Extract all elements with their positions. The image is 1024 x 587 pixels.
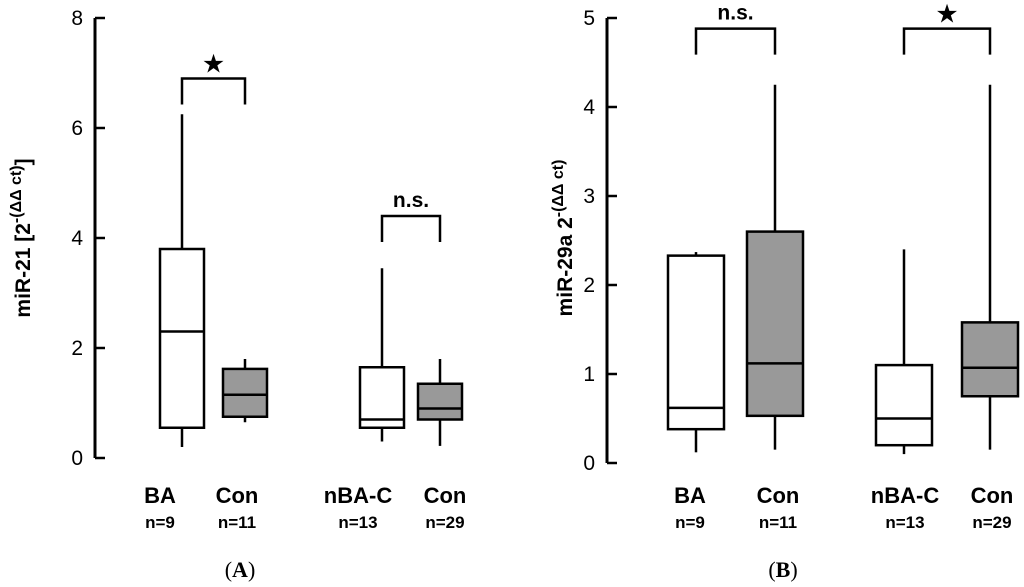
panel-label: (B)	[768, 557, 797, 582]
sample-size-label: n=9	[145, 513, 175, 532]
y-tick-label: 4	[583, 96, 595, 119]
category-label: Con	[424, 483, 467, 508]
panel-b: 0 1 2 3 4 5 miR-29a 2-(ΔΔ ct) BA n=9 Con n=11 nBA-C…	[550, 0, 1020, 582]
sample-size-label: n=29	[425, 513, 464, 532]
box-iqr	[416, 382, 464, 421]
sample-size-label: n=29	[972, 513, 1011, 532]
significance-star: ★	[202, 49, 225, 79]
box-3	[874, 249, 934, 455]
category-label: nBA-C	[871, 483, 940, 508]
y-axis-label-superscript: -(ΔΔ ct)	[550, 160, 567, 218]
y-tick-label: 3	[583, 185, 595, 208]
y-tick-label: 2	[71, 337, 83, 360]
significance-bracket	[380, 214, 442, 242]
y-tick-label: 4	[71, 227, 83, 250]
category-label: Con	[971, 483, 1014, 508]
box-iqr	[874, 363, 934, 447]
box-2	[221, 359, 269, 423]
y-tick-label: 5	[583, 7, 595, 30]
significance-bracket	[180, 77, 247, 105]
sample-size-label: n=13	[885, 513, 924, 532]
box-iqr	[358, 366, 406, 429]
box-3	[358, 268, 406, 442]
y-tick-label: 2	[583, 274, 595, 297]
box-iqr	[158, 247, 206, 429]
box-iqr	[745, 230, 805, 418]
box-iqr	[960, 321, 1020, 398]
y-axis-label-main: miR-29a 2	[554, 217, 577, 316]
y-tick-label: 6	[71, 117, 83, 140]
y-axis-label-superscript: -(ΔΔ ct)	[8, 165, 25, 223]
sample-size-label: n=11	[218, 513, 256, 532]
box-iqr	[666, 254, 726, 431]
box-1	[158, 114, 206, 447]
y-tick-label: 0	[71, 447, 83, 470]
category-label: nBA-C	[324, 483, 393, 508]
box-4	[960, 84, 1020, 450]
box-iqr	[221, 367, 269, 418]
panel-a: 0 2 4 6 8 miR-21 [2-(ΔΔ ct)] BA n=9 Con n=11 nBA-C…	[8, 7, 466, 582]
sample-size-label: n=11	[759, 513, 797, 532]
y-tick-label: 0	[583, 452, 595, 475]
box-1	[666, 252, 726, 453]
y-axis-label: miR-29a 2-(ΔΔ ct)	[550, 160, 577, 317]
panel-letter: B	[776, 557, 791, 582]
category-label: Con	[216, 483, 259, 508]
significance-ns: n.s.	[393, 189, 429, 212]
category-label: BA	[674, 483, 706, 508]
significance-bracket	[694, 27, 777, 55]
category-label: Con	[757, 483, 800, 508]
y-axis-label-tail: ]	[12, 158, 35, 165]
category-label: BA	[144, 483, 176, 508]
significance-star: ★	[935, 0, 958, 29]
significance-bracket	[902, 27, 992, 55]
sample-size-label: n=13	[338, 513, 377, 532]
panel-letter: A	[232, 557, 248, 582]
significance-ns: n.s.	[717, 2, 753, 25]
y-axis-label-main: miR-21 [2	[12, 223, 35, 318]
sample-size-label: n=9	[675, 513, 705, 532]
box-4	[416, 359, 464, 446]
panel-label: (A)	[225, 557, 256, 582]
y-tick-label: 1	[583, 363, 595, 386]
box-2	[745, 84, 805, 450]
y-axis-label: miR-21 [2-(ΔΔ ct)]	[8, 158, 35, 317]
y-tick-label: 8	[71, 7, 83, 30]
